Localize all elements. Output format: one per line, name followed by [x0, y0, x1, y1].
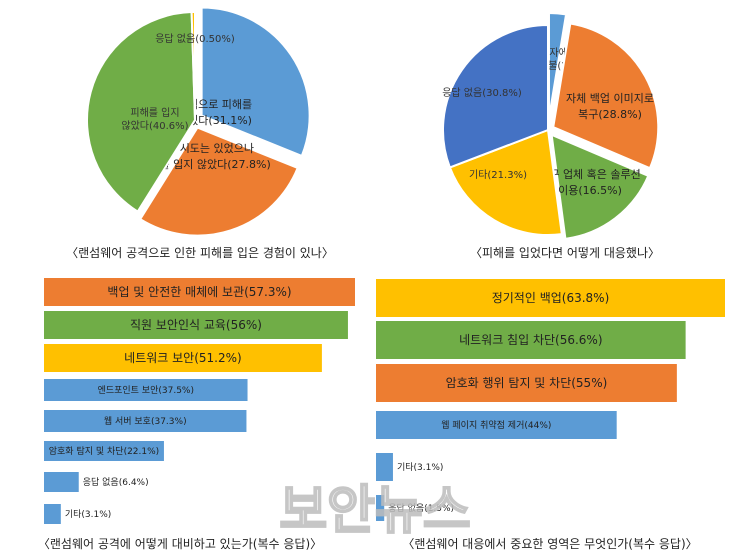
bar1-bar-2 — [44, 311, 348, 339]
pie2-slice-2 — [552, 22, 660, 170]
bar1-bar-8 — [44, 504, 61, 524]
pie2-slice-5-label: 응답 없음(30.8%) — [442, 86, 522, 99]
bar1-label-4: 엔드포인트 보안(37.5%) — [98, 385, 194, 396]
pie2-slice-3 — [550, 133, 650, 240]
bar1-bar-5 — [44, 410, 247, 432]
bar1-bar-7 — [44, 472, 79, 492]
bar1-caption: 〈랜섬웨어 공격에 어떻게 대비하고 있는가(복수 응답)〉 — [38, 537, 322, 551]
bar2-bar-5 — [376, 453, 393, 481]
bar2-label-5: 기타(3.1%) — [397, 462, 443, 473]
bar1-label-7: 응답 없음(6.4%) — [83, 476, 149, 488]
bar1-label-6: 암호화 탐지 및 차단(22.1%) — [49, 445, 159, 457]
pie1-slice-4-label: 응답 없음(0.50%) — [155, 32, 235, 45]
bar1-bar-3 — [44, 344, 322, 372]
watermark-logo: 보안뉴스 — [279, 481, 470, 541]
pie2-caption: 〈피해를 입었다면 어떻게 대응했나〉 — [470, 246, 660, 260]
pie2-slice-1 — [547, 12, 568, 119]
bar2-bar-1 — [376, 279, 725, 317]
bar2-bar-3 — [376, 364, 677, 402]
pie2-slice-3-label: 복구 업체 혹은 솔루션 이용(16.5%) — [539, 167, 641, 197]
bar2-bar-4 — [376, 411, 617, 439]
pie1-slice-2 — [138, 126, 299, 237]
pie2-slice-2-label: 자체 백업 이미지로 복구(28.8%) — [566, 92, 654, 121]
bar2-label-1: 정기적인 백업(63.8%) — [492, 291, 610, 305]
bar-chart-preparation: 백업 및 안전한 매체에 보관(57.3%) 직원 보안인식 교육(56%) 네트워… — [44, 278, 355, 524]
bar1-label-3: 네트워크 보안(51.2%) — [124, 351, 242, 365]
bar2-bar-2 — [376, 321, 686, 359]
pie-chart-response-method: 공격자에게 비용 지불(2.6%)자체 백업 이미지로 복구(28.8%)복구 업체… — [442, 12, 660, 240]
bar1-label-1: 백업 및 안전한 매체에 보관(57.3%) — [107, 285, 291, 299]
pie2-slice-5 — [442, 23, 549, 169]
pie1-slice-3 — [86, 11, 197, 213]
bar2-label-4: 웹 페이지 취약점 제거(44%) — [441, 419, 551, 431]
bar1-label-8: 기타(3.1%) — [65, 509, 111, 520]
bar1-bar-6 — [44, 441, 164, 461]
bar2-label-6: 응답 없음(1.5%) — [388, 502, 454, 514]
pie1-slice-1-label: 공격으로 피해를 입었다(31.1%) — [178, 97, 252, 127]
bar2-label-2: 네트워크 침입 차단(56.6%) — [459, 333, 602, 347]
pie1-slice-3-label: 피해를 입지 않았다(40.6%) — [121, 106, 188, 132]
pie1-slice-2-label: 공격 시도는 있었으나 피해를 입지 않았다(27.8%) — [139, 142, 270, 171]
bar2-caption: 〈랜섬웨어 대응에서 중요한 영역은 무엇인가(복수 응답)〉 — [402, 537, 697, 551]
bar2-bar-6 — [376, 495, 385, 521]
pie-chart-damage-experience: 공격으로 피해를 입었다(31.1%) 공격 시도는 있었으나 피해를 입지 않았다(… — [86, 6, 311, 237]
pie1-slice-4 — [190, 10, 196, 121]
bar1-label-2: 직원 보안인식 교육(56%) — [130, 318, 262, 332]
bar-chart-important-areas: 정기적인 백업(63.8%) 네트워크 침입 차단(56.6%) 암호화 행위 탐지… — [376, 279, 725, 521]
bar1-bar-4 — [44, 379, 248, 401]
bar2-label-3: 암호화 행위 탐지 및 차단(55%) — [446, 375, 608, 390]
pie2-slice-4-label: 기타(21.3%) — [469, 169, 527, 181]
pie1-caption: 〈랜섬웨어 공격으로 인한 피해를 입은 경험이 있나〉 — [66, 246, 334, 260]
pie2-slice-4 — [448, 128, 563, 236]
pie1-slice-1 — [200, 6, 311, 158]
bar1-bar-1 — [44, 278, 355, 306]
bar1-label-5: 웹 서버 보호(37.3%) — [104, 416, 187, 427]
